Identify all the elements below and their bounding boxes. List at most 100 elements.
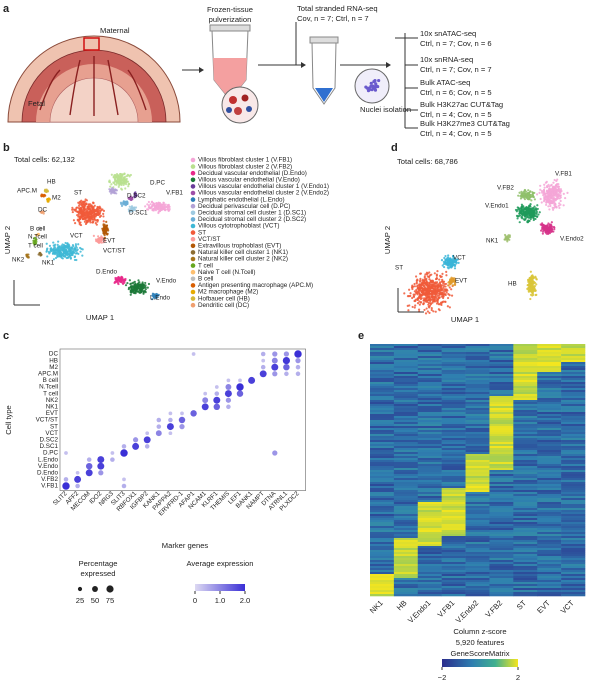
heat-cell bbox=[441, 584, 466, 587]
legend-swatch bbox=[190, 184, 196, 189]
umap-point bbox=[157, 293, 160, 296]
heat-cell bbox=[537, 358, 562, 361]
heat-cell bbox=[417, 580, 442, 583]
heat-cell bbox=[561, 592, 586, 595]
heat-cell bbox=[393, 490, 419, 493]
heat-cell bbox=[393, 418, 419, 421]
heat-cell bbox=[393, 420, 419, 423]
umap-point bbox=[89, 219, 92, 222]
heat-cell bbox=[561, 514, 586, 517]
heat-cell bbox=[441, 576, 466, 579]
umap-point bbox=[62, 251, 66, 254]
heat-cell bbox=[441, 444, 466, 447]
heat-cell bbox=[465, 590, 490, 593]
heat-cell bbox=[441, 556, 466, 559]
dot bbox=[284, 371, 289, 377]
umap-point bbox=[531, 292, 534, 295]
heat-cell bbox=[489, 360, 514, 363]
umap-point bbox=[110, 183, 113, 186]
nucleus bbox=[369, 81, 373, 85]
heat-cell bbox=[441, 520, 466, 523]
heat-cell bbox=[417, 518, 442, 521]
heat-cell bbox=[393, 364, 419, 367]
heat-cell bbox=[417, 422, 442, 425]
cluster-label: APC.M bbox=[17, 188, 37, 195]
dot bbox=[179, 423, 185, 430]
umap-point bbox=[135, 285, 138, 288]
umap-point bbox=[530, 208, 533, 211]
umap-point bbox=[52, 258, 56, 261]
heat-cell bbox=[393, 436, 419, 439]
heat-cell bbox=[393, 440, 419, 443]
heat-cell bbox=[370, 422, 395, 425]
heat-cell bbox=[537, 464, 562, 467]
heat-cell bbox=[417, 394, 442, 397]
heat-cell bbox=[561, 512, 586, 515]
heat-cell bbox=[513, 554, 538, 557]
heat-cell bbox=[441, 490, 466, 493]
heat-cell bbox=[370, 594, 395, 597]
heat-cell bbox=[513, 400, 538, 403]
heat-cell bbox=[465, 408, 490, 411]
heat-cell bbox=[370, 514, 395, 517]
cluster-label: M2 bbox=[52, 195, 61, 202]
y-axis-label: UMAP 2 bbox=[3, 226, 12, 254]
heat-cell bbox=[489, 346, 514, 349]
heat-cell bbox=[393, 452, 419, 455]
heat-cell bbox=[561, 392, 586, 395]
umap-point bbox=[453, 267, 457, 270]
heat-cell bbox=[370, 484, 395, 487]
heat-cell bbox=[537, 532, 562, 535]
umap-point bbox=[523, 193, 526, 196]
umap-point bbox=[36, 234, 39, 237]
heat-cell bbox=[489, 414, 514, 417]
umap-point bbox=[52, 241, 55, 244]
heat-cell bbox=[441, 346, 466, 349]
heat-cell bbox=[561, 490, 586, 493]
heat-cell bbox=[465, 568, 490, 571]
heat-cell bbox=[441, 522, 466, 525]
heat-cell bbox=[393, 346, 419, 349]
heat-cell bbox=[370, 530, 395, 533]
heat-cell bbox=[537, 422, 562, 425]
umap-point bbox=[415, 282, 418, 285]
heat-cell bbox=[441, 466, 466, 469]
heat-cell bbox=[513, 474, 538, 477]
umap-point bbox=[103, 229, 106, 232]
heat-cell bbox=[489, 538, 514, 541]
umap-point bbox=[56, 243, 59, 246]
dot bbox=[201, 403, 209, 411]
umap-point bbox=[127, 287, 130, 291]
x-axis-label: UMAP 1 bbox=[86, 313, 114, 322]
umap-point bbox=[425, 307, 428, 310]
heat-cell bbox=[537, 520, 562, 523]
nucleus bbox=[377, 78, 381, 83]
umap-point bbox=[549, 188, 552, 191]
nuclei-label: Nuclei isolation bbox=[360, 105, 411, 114]
heat-cell bbox=[465, 514, 490, 517]
umap-point bbox=[440, 275, 443, 278]
heat-cell bbox=[370, 412, 395, 415]
legend-swatch bbox=[190, 210, 196, 216]
heat-cell bbox=[513, 350, 538, 353]
heat-cell bbox=[561, 560, 586, 563]
umap-point bbox=[102, 223, 105, 226]
heat-cell bbox=[393, 444, 419, 447]
umap-point bbox=[77, 211, 80, 215]
umap-point bbox=[122, 181, 125, 185]
heat-cell bbox=[489, 562, 514, 565]
heat-cell bbox=[370, 502, 395, 505]
heat-cell bbox=[417, 514, 442, 517]
heat-cell bbox=[561, 434, 586, 437]
heat-cell bbox=[465, 490, 490, 493]
umap-point bbox=[547, 199, 550, 202]
dot bbox=[260, 351, 266, 357]
umap-point bbox=[82, 207, 86, 210]
heat-cell bbox=[561, 366, 586, 369]
step-label: pulverization bbox=[209, 15, 252, 24]
heat-cell bbox=[417, 452, 442, 455]
heat-cell bbox=[513, 422, 538, 425]
heat-cell bbox=[393, 578, 419, 581]
umap-point bbox=[532, 195, 535, 198]
